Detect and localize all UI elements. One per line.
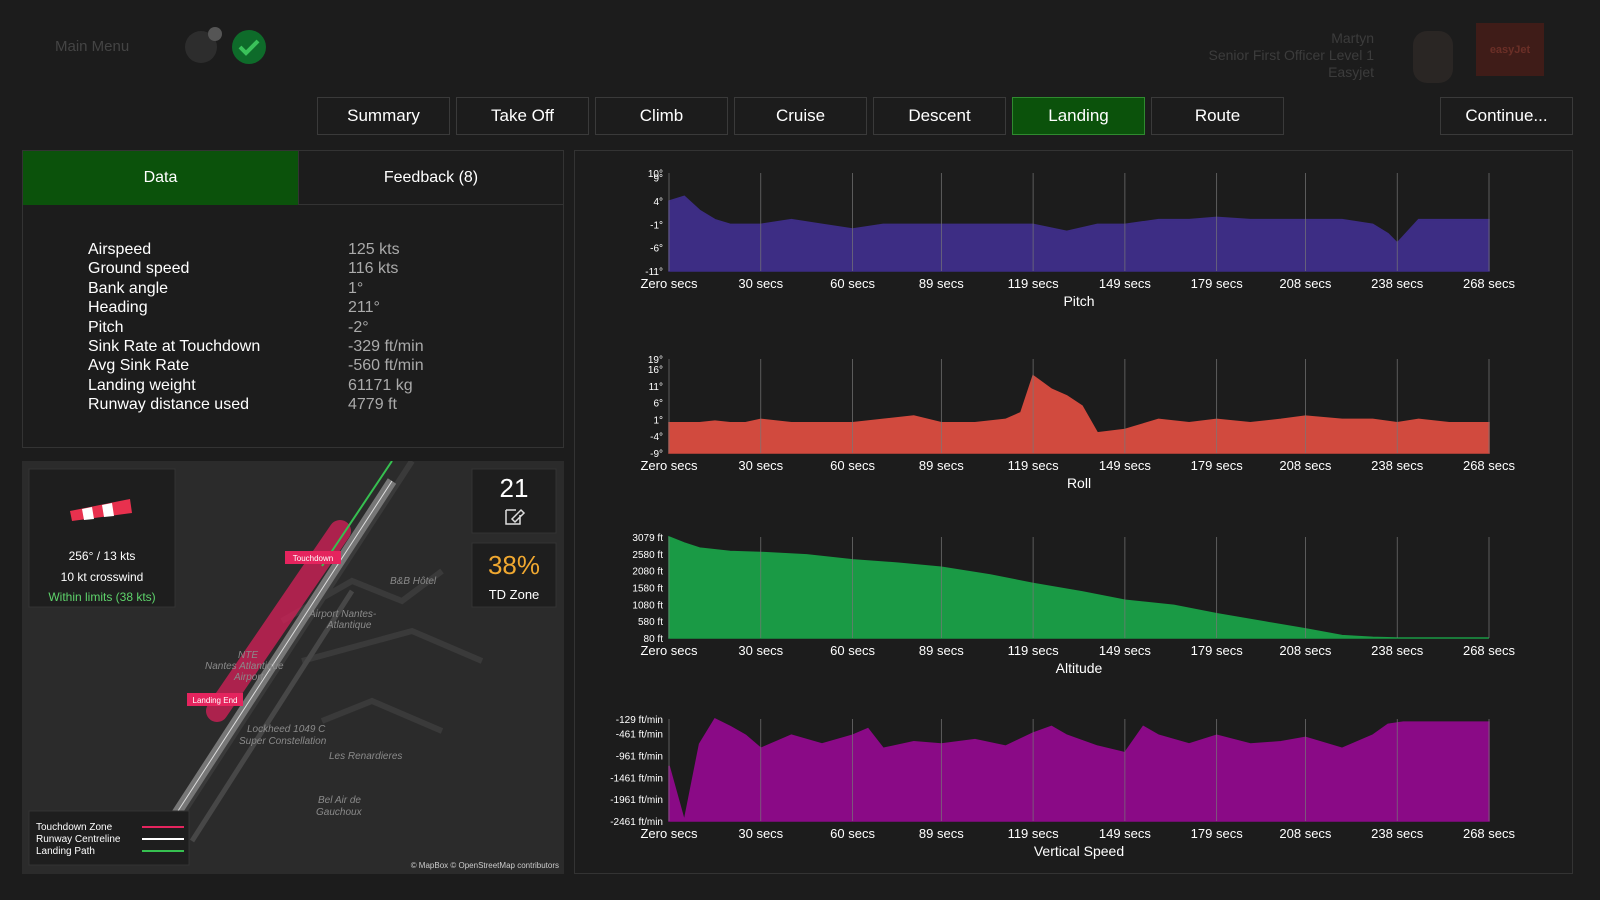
check [238,39,260,56]
row-value: 1° [348,279,364,297]
status-icons [185,27,266,64]
charts-panel [574,150,1573,874]
map-credit: © MapBox © OpenStreetMap contributors [411,861,559,870]
place: NTE [238,650,258,661]
legend-label: Runway Centreline [36,834,121,845]
zone-box [471,542,557,608]
user-info: Martyn Senior First Officer Level 1 Easy… [1209,30,1374,81]
zone-pct: 38% [488,550,540,580]
feedback-tab[interactable]: Feedback (8) [298,151,563,205]
row-label: Landing weight [88,376,196,394]
place: Bel Air de [318,795,361,806]
tab[interactable]: Summary [317,97,450,135]
row-value: 4779 ft [348,396,397,414]
place: Lockheed 1049 C [247,724,326,735]
tab[interactable]: Route [1151,97,1284,135]
roads [149,461,484,863]
data-tab[interactable]: Data [23,151,298,205]
edit-icon[interactable] [505,508,526,525]
zone-label: TD Zone [489,587,540,602]
row-label: Runway distance used [88,396,249,414]
place: Gauchoux [316,807,363,818]
place: Nantes Atlantique [205,661,284,672]
limits: Within limits (38 kts) [48,590,155,604]
avatar [1413,31,1453,83]
user-rank: Senior First Officer Level 1 [1208,47,1374,63]
legend-label: Touchdown Zone [36,822,113,833]
row-value: 116 kts [348,260,399,278]
place: Airport [233,672,265,683]
row-label: Bank angle [88,279,169,297]
landing-path [321,461,393,567]
place: Atlantique [326,620,372,631]
tab[interactable]: Cruise [734,97,867,135]
windsock-stripes [82,503,114,520]
tab[interactable]: Take Off [456,97,589,135]
map: Touchdown Landing End B&B Hôtel Airport … [22,461,564,874]
tab[interactable]: Descent [873,97,1006,135]
row-label: Avg Sink Rate [88,357,190,375]
touchdown-marker [285,551,341,564]
place: B&B Hôtel [390,576,437,587]
notification-icon [185,31,217,63]
tab[interactable]: Landing [1012,97,1145,135]
row-label: Airspeed [88,241,152,258]
crosswind: 10 kt crosswind [61,570,144,584]
taxiway [189,589,355,843]
ok-icon [232,30,266,64]
row-value: -560 ft/min [348,357,424,375]
user-name: Martyn [1331,30,1374,46]
airline-logo: easyJet [1476,23,1544,76]
row-label: Heading [88,299,148,317]
main-menu[interactable]: Main Menu [55,38,130,55]
row-value: 61171 kg [348,376,413,394]
landing-end-marker [187,693,243,706]
legend-label: Landing Path [36,846,95,857]
badge [208,27,222,41]
place: Super Constellation [239,736,327,747]
place: Airport Nantes- [308,609,377,620]
row-label: Sink Rate at Touchdown [88,338,261,355]
data-panel: Data Feedback (8) [22,150,564,448]
row-value: 211° [348,299,380,317]
landing-end-label: Landing End [193,696,238,705]
row-value: -329 ft/min [348,338,424,355]
row-value: -2° [348,318,369,336]
wind-box [28,468,176,608]
score-box [471,468,557,534]
tab[interactable]: Climb [595,97,728,135]
place: Les Renardieres [329,751,402,762]
row-label: Ground speed [88,260,190,278]
touchdown-label: Touchdown [293,554,333,563]
score: 21 [500,473,529,503]
row-value: 125 kts [348,241,400,258]
continue-button[interactable]: Continue... [1440,97,1573,135]
runway-centreline [151,480,393,852]
row-label: Pitch [88,318,124,336]
wind: 256° / 13 kts [69,549,136,563]
user-airline: Easyjet [1328,64,1374,80]
